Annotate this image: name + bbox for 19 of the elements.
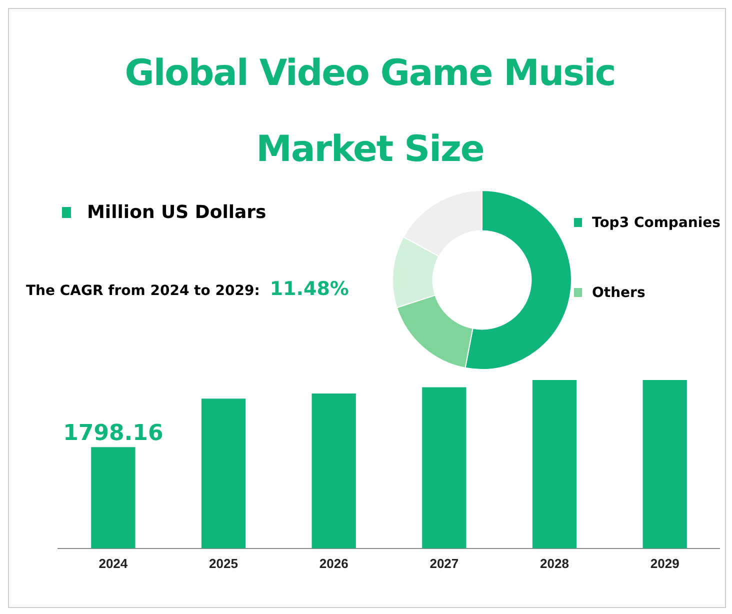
chart-title: Global Video Game Music Market Size [124,52,616,172]
legend-label: Others [591,285,646,303]
bar [642,380,687,548]
text: 11.48% [270,278,349,300]
bar [422,387,466,548]
bar [532,380,577,548]
legend-label: Million US Dollars [86,202,266,223]
x-tick-label: 2028 [540,556,569,571]
text: The CAGR from 2024 to 2029: [26,283,260,299]
data-label: 1798.16 [63,420,164,446]
x-tick-label: 2024 [98,556,128,571]
x-tick-label: 2025 [209,556,238,571]
bar [91,447,136,548]
bar [201,398,246,548]
bar [312,393,356,548]
legend-label: Top3 Companies [591,215,720,233]
x-tick-label: 2026 [319,556,348,571]
x-tick-label: 2029 [650,556,680,571]
x-tick-label: 2027 [430,556,459,571]
